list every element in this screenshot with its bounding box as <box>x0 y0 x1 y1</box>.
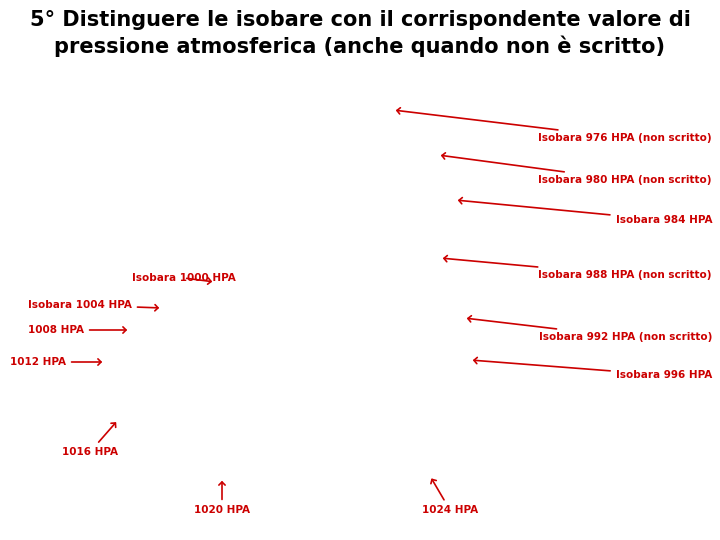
Text: 5° Distinguere le isobare con il corrispondente valore di
pressione atmosferica : 5° Distinguere le isobare con il corrisp… <box>30 10 690 57</box>
Text: Isobara 988 HPA (non scritto): Isobara 988 HPA (non scritto) <box>444 255 712 280</box>
Text: Isobara 976 HPA (non scritto): Isobara 976 HPA (non scritto) <box>397 108 712 143</box>
Text: 1020 HPA: 1020 HPA <box>194 482 250 515</box>
Text: 1016 HPA: 1016 HPA <box>62 423 118 457</box>
Text: Isobara 984 HPA: Isobara 984 HPA <box>459 198 712 225</box>
Text: 1012 HPA: 1012 HPA <box>10 357 101 367</box>
Text: 1008 HPA: 1008 HPA <box>28 325 126 335</box>
Text: Isobara 1000 HPA: Isobara 1000 HPA <box>132 273 235 284</box>
Text: 1024 HPA: 1024 HPA <box>422 480 478 515</box>
Bar <box>0 82 510 540</box>
Text: Isobara 1004 HPA: Isobara 1004 HPA <box>28 300 158 311</box>
Text: Isobara 980 HPA (non scritto): Isobara 980 HPA (non scritto) <box>442 153 712 185</box>
Text: Isobara 992 HPA (non scritto): Isobara 992 HPA (non scritto) <box>468 316 712 342</box>
Text: Isobara 996 HPA: Isobara 996 HPA <box>474 357 712 380</box>
